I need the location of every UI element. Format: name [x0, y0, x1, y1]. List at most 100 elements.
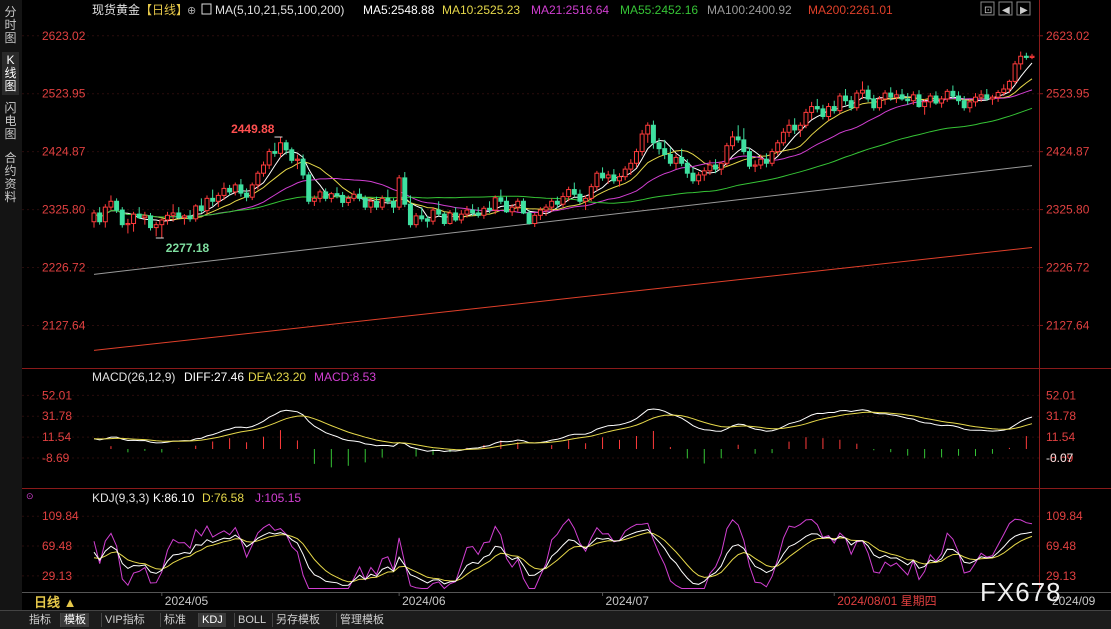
candle-body [803, 111, 809, 126]
candle-body [577, 193, 583, 202]
candle-body [204, 197, 210, 212]
restore-button[interactable] [980, 1, 995, 16]
candle-body [899, 94, 905, 100]
candle-body [198, 205, 204, 212]
candle-body [334, 193, 340, 196]
candle-body [193, 205, 199, 220]
candle-body [860, 89, 865, 94]
ma200-line [93, 246, 1033, 351]
price-tick-label-left: 2623.02 [42, 29, 86, 43]
toolbar-kdj[interactable]: KDJ [198, 613, 226, 627]
macd-pane [93, 408, 1033, 468]
candle-body [724, 145, 730, 164]
candle-body [956, 95, 962, 102]
candle-body [91, 212, 97, 223]
candle-body [1001, 88, 1007, 94]
candle-body [667, 153, 673, 164]
candle-body [905, 98, 911, 102]
candle-body [927, 95, 933, 103]
ma-toggle-icon[interactable] [201, 3, 212, 15]
candle-body [797, 124, 803, 131]
candle-body [181, 215, 187, 219]
period-button[interactable]: 日线 ▲ [34, 595, 76, 610]
macd-tick-label-left: -8.69 [42, 451, 70, 465]
candle-body [424, 218, 430, 222]
price-tick-label: 2226.72 [1046, 261, 1090, 275]
toolbar-template[interactable]: 模板 [60, 613, 89, 627]
ma21-value: MA21:2516.64 [531, 3, 609, 17]
candlesticks [91, 51, 1035, 239]
macd-tick-label-left: 11.54 [42, 430, 71, 444]
side-tab-timeshare[interactable]: 分时图 [4, 5, 17, 45]
prev-button[interactable] [998, 1, 1013, 16]
settings-icon[interactable]: ⊕ [187, 5, 196, 17]
kdj-tick-label-left: 109.84 [42, 509, 79, 523]
candle-body [1012, 63, 1018, 82]
annotation-label: 2277.18 [166, 241, 210, 255]
candle-body [933, 95, 939, 104]
candle-body [492, 197, 498, 211]
candle-body [758, 158, 764, 166]
candle-body [809, 106, 815, 113]
toolbar-manage-template[interactable]: 管理模板 [336, 613, 387, 627]
candle-body [317, 191, 323, 199]
candle-body [441, 213, 447, 224]
candle-body [831, 106, 837, 112]
candle-body [249, 184, 255, 198]
candle-body [922, 101, 928, 108]
kdj-tick-label: 109.84 [1046, 509, 1083, 523]
toolbar-standard[interactable]: 标准 [160, 613, 189, 627]
candle-body [255, 172, 261, 186]
watermark-logo: FX678 [980, 577, 1062, 607]
instrument-title: 现货黄金 [92, 2, 140, 17]
candle-body [351, 193, 357, 199]
toolbar-indicator[interactable]: 指标 [29, 614, 51, 626]
candle-body [1029, 55, 1035, 58]
candle-body [487, 207, 493, 211]
toolbar-vip-indicator[interactable]: VIP指标 [101, 613, 148, 627]
candle-body [950, 90, 956, 97]
side-tab-flash[interactable]: 闪电图 [4, 101, 17, 141]
candle-body [549, 200, 555, 208]
next-button[interactable] [1016, 1, 1031, 16]
candle-body [775, 142, 781, 153]
candle-body [600, 172, 606, 179]
ma55-value: MA55:2452.16 [620, 3, 698, 17]
candle-body [215, 194, 221, 202]
side-tab-contract-info[interactable]: 合约资料 [4, 151, 17, 204]
candle-body [554, 200, 560, 205]
candle-body [571, 189, 577, 195]
candle-body [475, 212, 481, 216]
candle-body [402, 177, 408, 205]
candle-body [984, 94, 990, 100]
toolbar-save-template[interactable]: 另存模板 [272, 613, 323, 627]
side-tab-kline[interactable]: K线图 [2, 52, 19, 95]
candle-body [843, 95, 849, 102]
time-label: 2024/07 [606, 594, 650, 608]
candle-body [939, 98, 945, 104]
candle-body [520, 200, 526, 214]
candle-body [735, 136, 741, 141]
candle-body [837, 95, 843, 112]
toolbar-boll[interactable]: BOLL [234, 613, 269, 627]
candle-body [978, 94, 984, 98]
candle-body [323, 191, 329, 199]
macd-tick-label-left: 31.78 [42, 409, 72, 423]
candle-body [679, 156, 685, 164]
candle-body [537, 209, 543, 216]
candle-body [509, 206, 515, 213]
candle-body [1018, 55, 1024, 65]
candle-body [368, 200, 374, 208]
kdj-k-line [93, 528, 1033, 586]
candle-body [136, 213, 142, 219]
candle-body [526, 212, 532, 224]
candle-body [1006, 80, 1012, 90]
candle-body [673, 156, 679, 164]
macd-dea-line [93, 411, 1033, 451]
candle-body [97, 212, 103, 223]
price-tick-label: 2424.87 [1046, 145, 1090, 159]
candle-body [374, 200, 380, 208]
candle-body [458, 213, 464, 221]
